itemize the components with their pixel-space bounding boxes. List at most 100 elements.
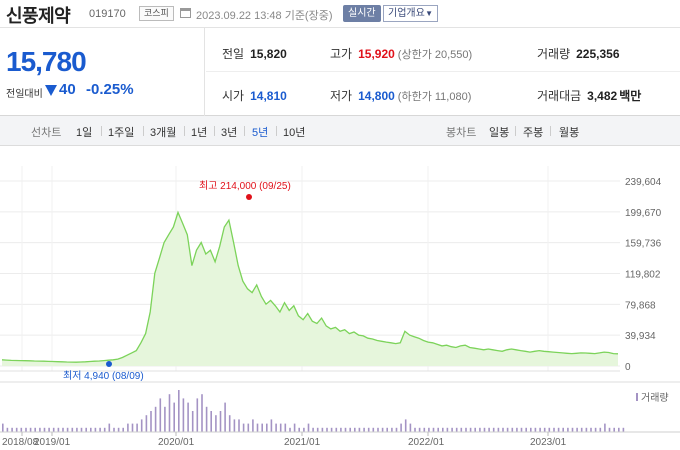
volume-bar [442, 427, 444, 432]
volume-bar [335, 427, 338, 432]
volume-bar [543, 427, 546, 432]
volume-bar [432, 427, 435, 432]
period-3y[interactable]: 3년 [221, 127, 238, 139]
volume-bar [506, 427, 509, 432]
candle-daily[interactable]: 일봉 [489, 127, 510, 139]
volume-bar [590, 427, 592, 432]
change-label: 전일대비 [6, 89, 43, 100]
volume-bar [344, 427, 347, 432]
volume-bar [604, 423, 606, 432]
candle-monthly[interactable]: 월봉 [559, 127, 580, 139]
volume-bar [266, 423, 268, 432]
change-value: 40 [59, 81, 76, 98]
volume-bar [224, 402, 226, 432]
volume-bar [113, 427, 115, 432]
volume-bar [71, 427, 74, 432]
volume-bar [460, 427, 463, 432]
volume-bar [168, 394, 171, 432]
volume-bar [187, 402, 189, 432]
divider [515, 126, 516, 136]
volume-bar [423, 427, 426, 432]
y-tick-label: 39,934 [625, 331, 656, 342]
volume-bar [386, 427, 388, 432]
volume-bar [270, 419, 273, 432]
candle-weekly[interactable]: 주봉 [523, 127, 544, 139]
volume-bar [182, 398, 185, 432]
period-1y[interactable]: 1년 [191, 127, 208, 139]
realtime-button[interactable]: 실시간 [343, 5, 381, 22]
volume-bar [530, 427, 532, 432]
volume-bar [140, 419, 143, 432]
volume-bar [497, 427, 500, 432]
volume-bar [557, 427, 560, 432]
volume-bar [117, 427, 120, 432]
volume-bar [618, 427, 620, 432]
low-annotation: 최저 4,940 (08/09) [63, 370, 144, 382]
volume-bar [34, 427, 36, 432]
period-10y[interactable]: 10년 [283, 127, 306, 139]
volume-bar [326, 427, 328, 432]
volume-bar [553, 427, 555, 432]
volume-bar [11, 427, 13, 432]
chart-period-bar: 선차트 1일 1주일 3개월 1년 3년 5년 10년 봉차트 일봉 주봉 월봉 [0, 116, 680, 146]
high-marker [246, 194, 252, 200]
amount-unit: 백만 [619, 89, 642, 103]
volume-bar [122, 427, 124, 432]
period-5y[interactable]: 5년 [252, 127, 269, 139]
volume-bar [483, 427, 486, 432]
volume-bar [279, 423, 282, 432]
volume-bar [479, 427, 481, 432]
volume-bar [409, 423, 412, 432]
open-value: 14,810 [250, 89, 287, 103]
trade-amount: 거래대금 3,482 백만 [537, 87, 641, 104]
period-1w[interactable]: 1주일 [108, 127, 135, 139]
volume-bar [94, 427, 97, 432]
volume-bar [469, 427, 472, 432]
company-overview-label: 기업개요 [388, 8, 425, 19]
prev-close: 전일 15,820 [222, 45, 287, 62]
divider [101, 126, 102, 136]
volume-bar [391, 427, 393, 432]
period-1d[interactable]: 1일 [76, 127, 93, 139]
y-tick-label: 79,868 [625, 300, 656, 311]
volume-bar [52, 427, 55, 432]
volume-bar [613, 427, 615, 432]
volume-bar [354, 427, 356, 432]
volume-bar [377, 427, 379, 432]
volume-bar [455, 427, 458, 432]
volume-bar [178, 390, 180, 432]
price-line [1, 210, 619, 363]
volume-bar [196, 398, 199, 432]
line-chart-label: 선차트 [31, 127, 62, 139]
volume-bar [400, 423, 402, 432]
volume-bar [284, 423, 287, 432]
period-3m[interactable]: 3개월 [150, 127, 177, 139]
volume-bar [242, 423, 245, 432]
x-tick-label: 2019/01 [34, 437, 71, 448]
volume-bar [316, 427, 319, 432]
volume-bar [108, 423, 111, 432]
volume-bar [428, 427, 430, 432]
volume-bar [446, 427, 449, 432]
volume-bar [252, 419, 254, 432]
volume-bar [525, 427, 527, 432]
change-percent: -0.25% [86, 81, 134, 98]
stock-header: 신풍제약 019170 코스피 2023.09.22 13:48 기준(장중) … [0, 0, 680, 28]
volume-bar [57, 427, 60, 432]
volume-bar [289, 427, 291, 432]
volume-bar [48, 427, 50, 432]
volume-bar [256, 423, 259, 432]
volume-value: 225,356 [576, 47, 620, 61]
volume-bar [451, 427, 453, 432]
volume-bar [150, 411, 152, 432]
volume-bar [511, 427, 514, 432]
volume-bar [159, 398, 162, 432]
volume-bar [520, 427, 523, 432]
volume-bar [298, 427, 300, 432]
volume-bar [127, 423, 129, 432]
volume-bar [367, 427, 370, 432]
volume-bar [205, 406, 208, 432]
company-overview-dropdown[interactable]: 기업개요 ▼ [383, 5, 438, 22]
volume-bar [418, 427, 421, 432]
calendar-icon [180, 8, 191, 18]
